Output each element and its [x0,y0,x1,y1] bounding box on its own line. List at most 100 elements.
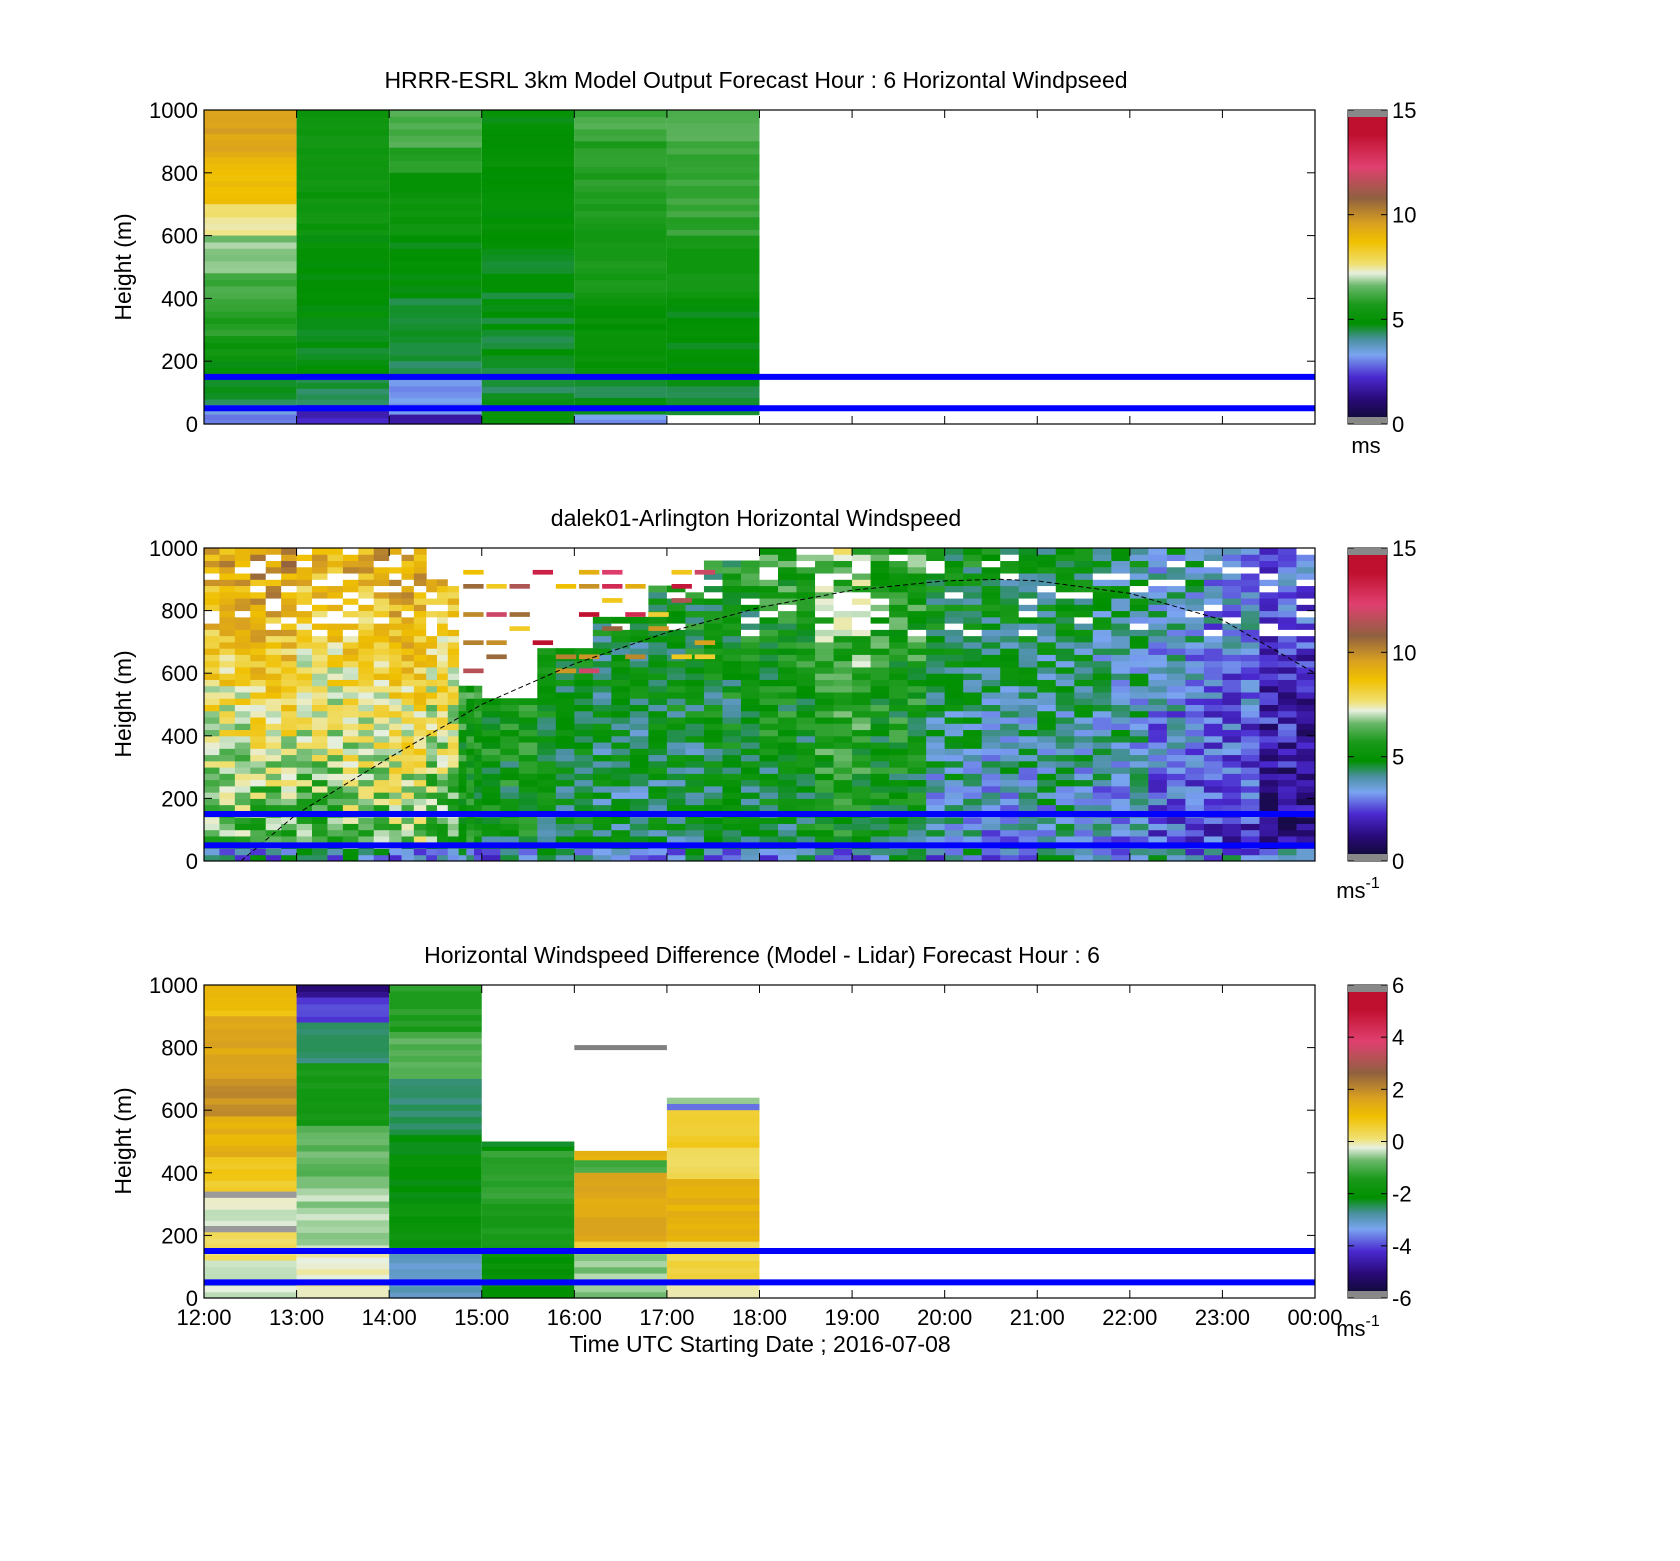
heatmap-cell [944,848,964,856]
heatmap-cell [204,392,297,400]
heatmap-cell [926,660,946,668]
heatmap-cell [629,779,649,787]
heatmap-cell [296,1125,390,1133]
heatmap-cell [327,579,344,587]
heatmap-cell [944,660,964,668]
heatmap-cell [1259,573,1279,580]
heatmap-cell [944,685,964,693]
heatmap-cell [296,292,390,299]
panel-lidar: dalek01-Arlington Horizontal Windspeed 0… [110,505,1416,903]
heatmap-cell [1074,548,1094,555]
heatmap-cell [358,616,375,624]
heatmap-cell [1074,754,1094,762]
heatmap-cell [1259,585,1279,593]
heatmap-cell [1166,848,1186,856]
heatmap-cell [796,704,816,712]
heatmap-cell [296,210,390,218]
heatmap-cell [296,1113,390,1121]
heatmap-cell [413,835,427,843]
heatmap-cell [1000,729,1020,737]
heatmap-cell [778,598,798,605]
heatmap-cell [327,792,344,799]
heatmap-cell [1074,679,1094,687]
heatmap-cell [500,717,520,724]
heatmap-cell [426,785,438,793]
heatmap-cell [481,1209,575,1217]
heatmap-cell [963,629,983,637]
panel-model-colorbar-cap-bottom [1348,417,1387,424]
heatmap-cell [447,698,460,705]
heatmap-cell [447,792,460,799]
heatmap-cell [426,579,438,587]
heatmap-cell [1148,754,1168,762]
heatmap-cell [666,767,686,774]
heatmap-cell [358,754,375,762]
heatmap-cell [281,748,298,756]
heatmap-cell [666,166,760,174]
heatmap-cell [796,679,816,687]
heatmap-cell [907,729,927,737]
heatmap-cell [204,723,220,731]
heatmap-cell [666,1216,760,1224]
heatmap-cell [481,260,575,268]
heatmap-cell [219,591,236,599]
heatmap-cell [592,679,612,687]
heatmap-cell [481,742,501,749]
panel-difference-title: Horizontal Windspeed Difference (Model -… [424,942,1100,968]
heatmap-cell [312,829,328,837]
heatmap-cell [389,1078,482,1086]
heatmap-cell [1092,760,1112,768]
heatmap-cell [1074,792,1094,799]
heatmap-cell [234,641,251,649]
heatmap-cell [389,1103,482,1111]
heatmap-cell [815,610,835,618]
heatmap-cell [648,641,668,649]
heatmap-cell [401,554,415,562]
heatmap-cell [312,691,328,699]
heatmap-cell [437,679,449,687]
heatmap-cell [327,748,344,756]
heatmap-cell [296,160,390,168]
heatmap-cell [666,317,760,325]
heatmap-cell [358,723,375,731]
heatmap-cell [481,1262,575,1270]
heatmap-cell [666,854,686,862]
y-tick-label: 200 [161,1223,198,1248]
heatmap-cell [481,116,575,124]
heatmap-cell [1111,742,1131,749]
heatmap-cell [1296,585,1316,593]
heatmap-cell [1296,792,1316,799]
heatmap-cell [759,560,779,568]
heatmap-cell [1185,660,1205,668]
heatmap-cell [852,579,872,587]
heatmap-cell [963,735,983,743]
heatmap-cell [1111,854,1131,862]
heatmap-cell [671,654,692,660]
heatmap-cell [1055,616,1075,624]
heatmap-cell [1296,767,1316,774]
heatmap-cell [722,829,742,837]
heatmap-cell [1240,604,1260,612]
heatmap-cell [666,1122,760,1130]
heatmap-cell [722,679,742,687]
heatmap-cell [250,723,267,731]
heatmap-cell [1148,635,1168,643]
heatmap-cell [1000,760,1020,768]
heatmap-cell [389,1274,482,1281]
heatmap-cell [574,1222,667,1230]
heatmap-cell [759,679,779,687]
heatmap-cell [1203,554,1223,562]
heatmap-cell [1148,554,1168,562]
heatmap-cell [1129,779,1149,787]
heatmap-cell [1277,773,1297,781]
heatmap-cell [592,804,612,812]
heatmap-cell [666,773,686,781]
heatmap-cell [413,560,427,568]
x-tick-label: 17:00 [639,1305,694,1330]
heatmap-cell [963,729,983,737]
heatmap-cell [481,723,501,731]
heatmap-cell [1000,767,1020,774]
heatmap-cell [234,704,251,712]
heatmap-cell [833,573,853,580]
heatmap-cell [1055,560,1075,568]
